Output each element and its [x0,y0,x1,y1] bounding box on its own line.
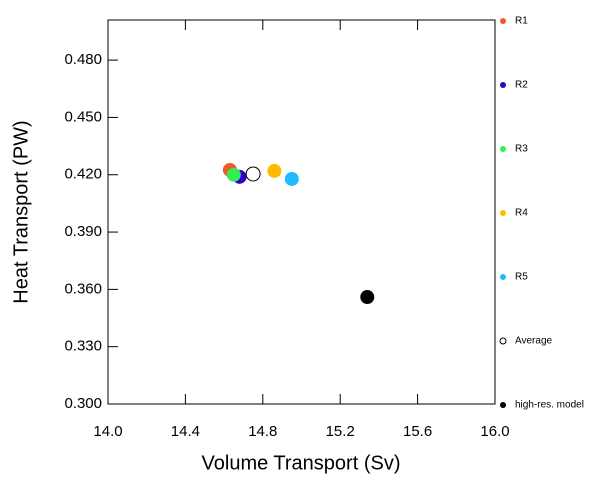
legend-label: R3 [515,144,528,155]
legend-marker [500,274,506,280]
legend-label: R5 [515,272,528,283]
y-tick-label: 0.450 [64,108,102,125]
legend-label: Average [515,336,553,347]
point [267,163,282,178]
point [360,290,375,305]
x-tick-label: 15.6 [403,423,432,440]
legend-marker [499,337,507,345]
y-tick-label: 0.330 [64,338,102,355]
legend-marker [500,146,506,152]
legend-marker [500,210,506,216]
y-tick-label: 0.360 [64,280,102,297]
y-tick-label: 0.420 [64,166,102,183]
point [226,167,241,182]
x-tick-label: 16.0 [480,423,509,440]
legend-label: R2 [515,80,528,91]
point [245,166,261,182]
legend-label: high-res. model [515,400,584,411]
x-tick-label: 15.2 [326,423,355,440]
x-tick-label: 14.4 [171,423,200,440]
legend-marker [500,82,506,88]
x-axis-title: Volume Transport (Sv) [202,452,401,474]
y-tick-label: 0.390 [64,223,102,240]
legend-marker [500,18,506,24]
y-tick-label: 0.480 [64,51,102,68]
y-axis-title: Heat Transport (PW) [10,120,32,303]
legend-label: R4 [515,208,528,219]
x-tick-label: 14.0 [93,423,122,440]
legend-label: R1 [515,16,528,27]
plot-frame [107,19,496,405]
y-tick-label: 0.300 [64,395,102,412]
x-tick-label: 14.8 [248,423,277,440]
point [284,171,299,186]
legend-marker [500,402,506,408]
